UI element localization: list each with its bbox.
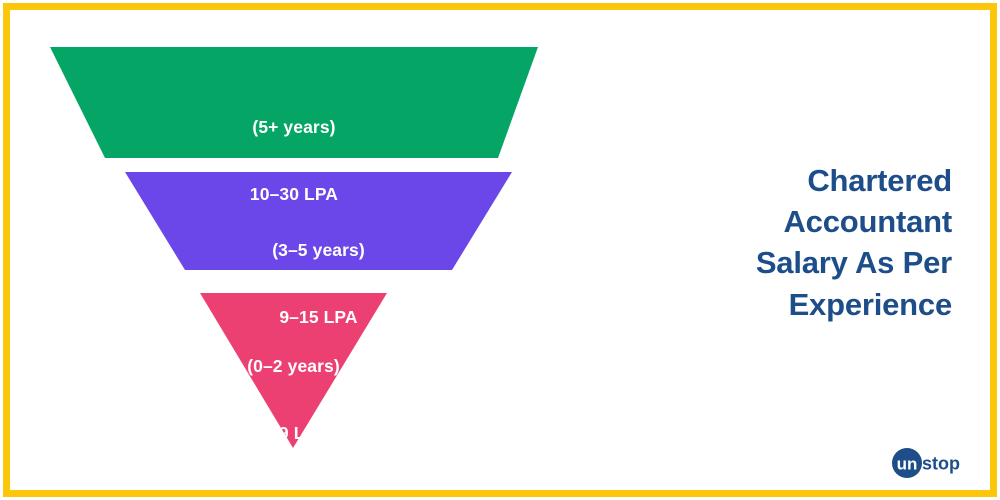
page-title-line-3: Salary As Per <box>755 245 952 281</box>
funnel-segment-junior-shape <box>200 293 387 448</box>
salary-funnel-chart: (5+ years) 10–30 LPA (3–5 years) 9–15 LP… <box>50 47 538 489</box>
senior-experience-text: (5+ years) <box>252 116 336 137</box>
mid-salary-text: 9–15 LPA <box>279 306 358 327</box>
unstop-logo-icon: un stop <box>892 448 960 478</box>
funnel-segment-junior-label: (0–2 years) 6–9 LPA <box>200 310 387 489</box>
page-title-line-1: Chartered <box>807 163 952 198</box>
junior-experience-text: (0–2 years) <box>247 355 340 376</box>
page-title-line-4: Experience <box>788 286 953 322</box>
funnel-segment-mid-label: (3–5 years) 9–15 LPA <box>125 194 512 373</box>
unstop-logo-word-text: stop <box>922 454 960 474</box>
unstop-logo[interactable]: un stop <box>892 448 978 478</box>
funnel-segment-senior-shape <box>50 47 538 158</box>
funnel-segment-mid-shape <box>125 172 512 270</box>
junior-salary-text: 6–9 LPA <box>259 422 328 443</box>
page-title-line-2: Accountant <box>783 204 952 240</box>
funnel-shapes <box>50 47 538 448</box>
unstop-logo-mark-text: un <box>897 455 918 474</box>
mid-experience-text: (3–5 years) <box>272 239 365 260</box>
unstop-logo-circle <box>892 448 922 478</box>
funnel-segment-senior-label: (5+ years) 10–30 LPA <box>50 71 538 250</box>
senior-salary-text: 10–30 LPA <box>249 183 339 204</box>
page-title: Chartered Accountant Salary As Per Exper… <box>652 160 952 325</box>
